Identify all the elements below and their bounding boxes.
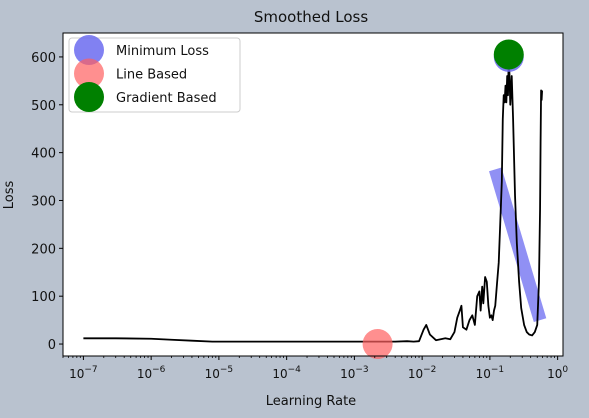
legend-box — [68, 37, 241, 113]
y-axis-label: Loss — [2, 181, 17, 210]
legend-label-gradient-based: Gradient Based — [116, 91, 217, 106]
x-tick-label-0: 10−7 — [69, 365, 98, 381]
y-tick-label-3: 300 — [31, 194, 56, 209]
x-tick-label-4: 10−3 — [340, 365, 369, 381]
y-tick-label-4: 400 — [31, 147, 56, 162]
data-layer — [83, 39, 547, 360]
x-axis-label: Learning Rate — [266, 394, 356, 409]
y-tick-label-5: 500 — [31, 99, 56, 114]
legend-swatch-line-based — [74, 58, 104, 89]
axes-layer: 0 100 200 300 400 500 600 10−7 10−6 10−5 10−4 10−3 1… — [31, 51, 568, 381]
y-tick-label-1: 100 — [31, 290, 56, 305]
x-tick-label-2: 10−5 — [205, 365, 234, 381]
marker-gradient-based — [493, 39, 524, 70]
chart-title: Smoothed Loss — [254, 8, 368, 26]
series-line-0 — [83, 53, 544, 343]
plot-frame — [62, 32, 564, 357]
legend-label-minimum-loss: Minimum Loss — [116, 44, 209, 59]
legend: Minimum Loss Line Based Gradient Based — [68, 35, 241, 113]
x-tick-label-7: 100 — [547, 365, 568, 381]
x-tick-label-1: 10−6 — [137, 365, 166, 381]
y-tick-label-2: 200 — [31, 242, 56, 257]
x-tick-label-6: 10−1 — [476, 365, 505, 381]
y-tick-label-6: 600 — [31, 51, 56, 66]
legend-swatch-gradient-based — [74, 82, 104, 112]
marker-line-based — [362, 329, 393, 360]
y-tick-label-0: 0 — [48, 338, 56, 353]
legend-swatch-minimum-loss — [74, 35, 104, 65]
legend-label-line-based: Line Based — [116, 68, 187, 83]
x-tick-label-5: 10−2 — [408, 365, 437, 381]
x-tick-label-3: 10−4 — [272, 365, 301, 381]
